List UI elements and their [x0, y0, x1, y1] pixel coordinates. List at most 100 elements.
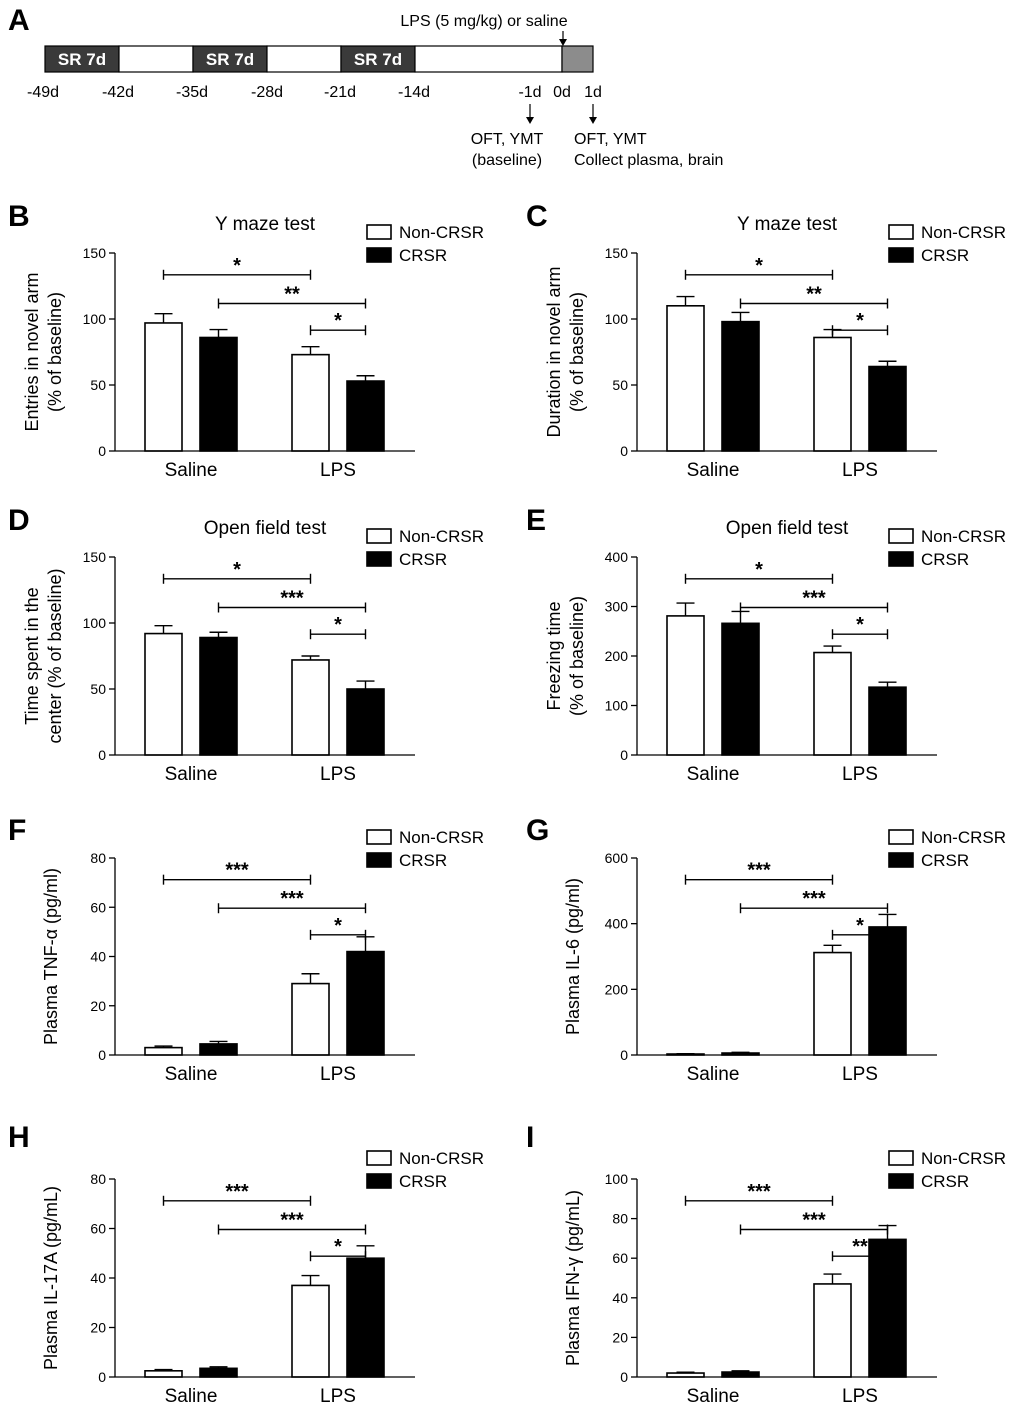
legend-swatch-crsr	[888, 1173, 914, 1189]
y-axis-label: Plasma IL-6 (pg/ml)	[563, 878, 583, 1035]
y-tick-label: 100	[83, 311, 107, 327]
x-category-label: Saline	[687, 1386, 740, 1407]
bar-non-crsr-lps	[813, 1283, 852, 1378]
significance-label: *	[334, 915, 342, 937]
y-tick-label: 60	[90, 899, 106, 915]
chart-panel-d: D Open field test 0 50 100 150 Time spent in t…	[8, 504, 484, 785]
arrow-head	[589, 117, 597, 124]
legend-label: Non-CRSR	[399, 828, 484, 847]
bar-non-crsr-saline	[144, 322, 183, 452]
y-tick-label: 200	[605, 648, 629, 664]
significance-label: *	[233, 559, 241, 581]
bar-crsr-saline	[199, 1043, 238, 1056]
legend-swatch-crsr	[888, 551, 914, 567]
bar-non-crsr-lps	[291, 353, 330, 452]
chart-title: Y maze test	[215, 214, 316, 235]
chart-panel-c: C Y maze test 0 50 100 150 Duration in novel a…	[526, 200, 1006, 481]
x-category-label: LPS	[842, 764, 878, 785]
significance-label: ***	[747, 1181, 771, 1203]
legend-label: CRSR	[399, 851, 447, 870]
panel-label: F	[8, 814, 26, 847]
significance-label: **	[852, 1236, 868, 1258]
significance-label: ***	[280, 587, 304, 609]
x-category-label: Saline	[165, 764, 218, 785]
significance-label: ***	[747, 860, 771, 882]
significance-label: *	[856, 915, 864, 937]
y-tick-label: 200	[605, 981, 629, 997]
legend-swatch-non-crsr	[366, 528, 392, 544]
arrow-head	[559, 39, 567, 46]
bar-crsr-lps	[346, 688, 385, 756]
y-axis-label-line2: (% of baseline)	[45, 292, 65, 412]
panel-label: D	[8, 504, 30, 537]
chart-panel-g: G 0 200 400 600 Plasma IL-6 (pg/ml) Saline LPS *…	[526, 814, 1006, 1085]
significance-label: ***	[280, 1209, 304, 1231]
y-axis-label-line2: center (% of baseline)	[45, 568, 65, 743]
x-category-label: Saline	[165, 460, 218, 481]
chart-panel-h: H 0 20 40 60 80 Plasma IL-17A (pg/mL) Saline LPS…	[8, 1121, 484, 1407]
bar-non-crsr-lps	[291, 982, 330, 1056]
y-tick-label: 0	[98, 1369, 106, 1385]
y-tick-label: 80	[612, 1211, 628, 1227]
significance-label: *	[856, 614, 864, 636]
panel-label: E	[526, 504, 546, 537]
legend-label: CRSR	[399, 1172, 447, 1191]
bar-crsr-lps	[346, 380, 385, 452]
x-category-label: Saline	[687, 764, 740, 785]
bar-crsr-lps	[346, 950, 385, 1056]
y-axis-label-line2: (% of baseline)	[567, 292, 587, 412]
significance-label: ***	[802, 888, 826, 910]
bar-non-crsr-lps	[291, 1284, 330, 1378]
bar-crsr-lps	[868, 365, 907, 452]
legend-swatch-non-crsr	[888, 224, 914, 240]
note-baseline-line2: (baseline)	[472, 152, 542, 169]
y-axis-label-line1: Entries in novel arm	[22, 272, 42, 431]
timeline-panel: A SR 7d SR 7d SR 7d -49d -42d -35d -28d -21d -14d…	[8, 4, 723, 169]
y-tick-label: 0	[98, 747, 106, 763]
x-category-label: Saline	[687, 1064, 740, 1085]
y-tick-label: 150	[605, 245, 629, 261]
y-axis-label-line1: Freezing time	[544, 601, 564, 710]
bar-non-crsr-lps	[813, 951, 852, 1056]
timeline-tick-label: 0d	[553, 84, 571, 101]
significance-label: **	[284, 283, 300, 305]
legend-label: Non-CRSR	[921, 828, 1006, 847]
panel-label-a: A	[8, 4, 30, 37]
note-baseline-line1: OFT, YMT	[471, 131, 544, 148]
y-tick-label: 0	[98, 443, 106, 459]
bar-non-crsr-lps	[291, 659, 330, 756]
y-tick-label: 50	[90, 377, 106, 393]
y-tick-label: 100	[83, 615, 107, 631]
timeline-tick-label: -49d	[27, 84, 59, 101]
significance-label: *	[856, 310, 864, 332]
y-tick-label: 100	[605, 698, 629, 714]
y-tick-label: 0	[620, 747, 628, 763]
bar-crsr-saline	[199, 336, 238, 452]
bar-non-crsr-lps	[813, 336, 852, 452]
y-tick-label: 50	[90, 681, 106, 697]
chart-title: Open field test	[726, 518, 849, 539]
chart-panel-e: E Open field test 0 100 200 300 400 Freezing ti…	[526, 504, 1006, 785]
y-tick-label: 40	[90, 1270, 106, 1286]
legend-swatch-crsr	[366, 551, 392, 567]
panel-label: H	[8, 1121, 30, 1154]
significance-label: ***	[802, 1209, 826, 1231]
legend-label: CRSR	[921, 550, 969, 569]
legend-label: Non-CRSR	[399, 527, 484, 546]
y-tick-label: 80	[90, 850, 106, 866]
y-tick-label: 100	[605, 1171, 629, 1187]
legend-swatch-non-crsr	[366, 1150, 392, 1166]
legend-label: CRSR	[399, 550, 447, 569]
bar-non-crsr-saline	[144, 632, 183, 756]
y-tick-label: 600	[605, 850, 629, 866]
bar-crsr-saline	[199, 636, 238, 756]
significance-label: ***	[802, 587, 826, 609]
panel-label: G	[526, 814, 549, 847]
significance-label: *	[334, 1236, 342, 1258]
chart-panel-b: B Y maze test 0 50 100 150 Entries in novel ar…	[8, 200, 484, 481]
bar-crsr-lps	[868, 686, 907, 756]
bar-non-crsr-saline	[144, 1046, 183, 1056]
timeline-segment-sr	[44, 45, 120, 73]
timeline-tick-label: -42d	[102, 84, 134, 101]
